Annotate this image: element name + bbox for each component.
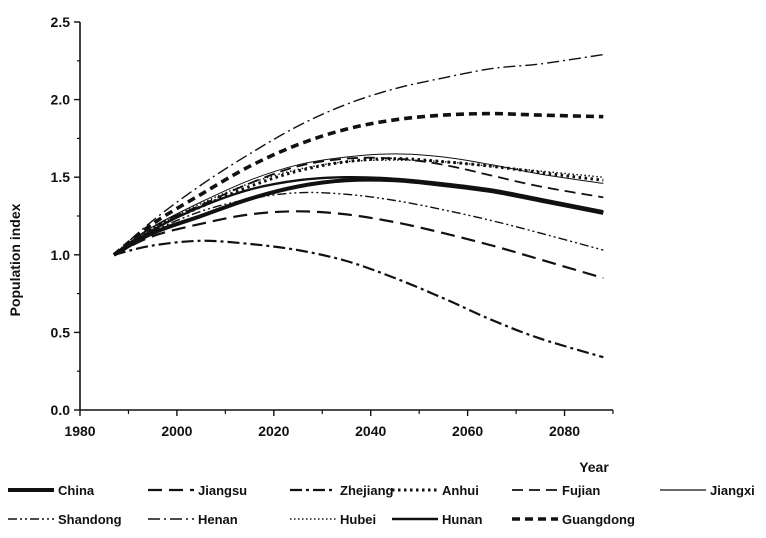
- series-line-jiangsu: [113, 210, 604, 280]
- y-axis-label: Population index: [7, 203, 23, 316]
- y-tick-label: 2.0: [51, 92, 71, 108]
- x-tick-label: 2000: [161, 423, 192, 439]
- series-line-hubei: [113, 159, 604, 256]
- x-axis-label: Year: [579, 459, 609, 475]
- series-lines: [112, 53, 604, 359]
- legend-label-zhejiang: Zhejiang: [340, 483, 394, 498]
- series-line-henan: [113, 53, 604, 256]
- legend-label-hubei: Hubei: [340, 512, 376, 527]
- y-tick-label: 1.0: [51, 247, 71, 263]
- x-tick-label: 2020: [258, 423, 289, 439]
- legend-label-anhui: Anhui: [442, 483, 479, 498]
- legend-label-china: China: [58, 483, 95, 498]
- series-line-shandong: [113, 191, 604, 256]
- y-tick-label: 0.5: [51, 324, 71, 340]
- legend: China Jiangsu Zhejiang Anhui Fujian Jiangxi Sh…: [8, 483, 755, 527]
- series-line-jiangxi: [113, 153, 604, 256]
- legend-label-jiangxi: Jiangxi: [710, 483, 755, 498]
- series-line-zhejiang: [113, 239, 604, 359]
- legend-label-guangdong: Guangdong: [562, 512, 635, 527]
- legend-label-shandong: Shandong: [58, 512, 122, 527]
- series-line-fujian: [113, 156, 604, 256]
- legend-label-jiangsu: Jiangsu: [198, 483, 247, 498]
- axes: 0.0 0.5 1.0 1.5 2.0 2.5 1980 2000 2020 2040 2060 20…: [51, 14, 614, 439]
- y-tick-label: 0.0: [51, 402, 71, 418]
- x-tick-label: 2060: [452, 423, 483, 439]
- y-tick-label: 2.5: [51, 14, 71, 30]
- x-tick-label: 2040: [355, 423, 386, 439]
- y-tick-label: 1.5: [51, 169, 71, 185]
- legend-label-hunan: Hunan: [442, 512, 483, 527]
- series-line-guangdong: [112, 111, 604, 257]
- x-tick-label: 2080: [549, 423, 580, 439]
- series-line-china: [112, 177, 604, 257]
- legend-label-fujian: Fujian: [562, 483, 600, 498]
- legend-label-henan: Henan: [198, 512, 238, 527]
- series-line-hunan: [113, 175, 604, 256]
- x-tick-label: 1980: [64, 423, 95, 439]
